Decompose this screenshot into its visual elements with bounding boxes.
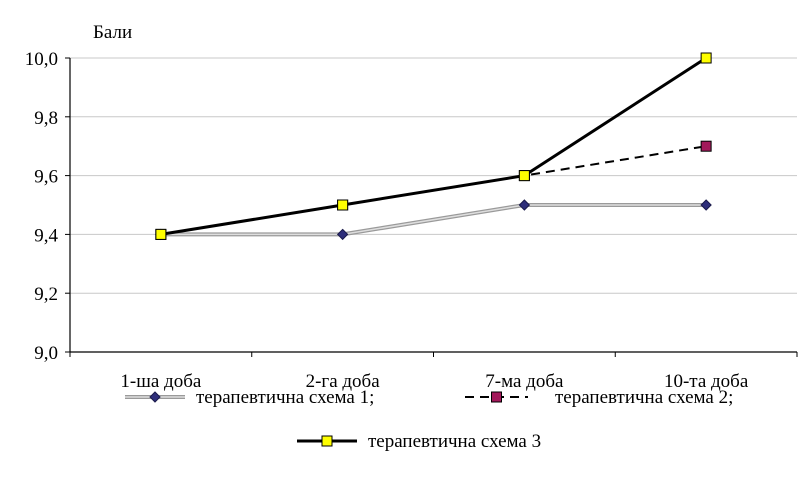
series-line [160,204,707,236]
data-point [700,140,712,152]
legend-marker [149,391,161,403]
x-tick-label: 7-ма доба [485,371,564,392]
y-tick-labels: 9,0 9,2 9,4 9,6 9,8 10,0 [25,49,59,364]
series-line [160,56,707,236]
data-point [700,199,712,211]
legend-label: терапевтична схема 3 [368,431,541,452]
series-3 [155,52,712,240]
legend: терапевтична схема 1; терапевтична схема … [125,387,733,452]
y-tick-label: 9,0 [34,343,58,364]
y-tick-label: 9,2 [34,284,58,305]
x-tick-labels: 1-ша доба 2-га доба 7-ма доба 10-та доба [120,371,748,392]
legend-marker [491,391,502,403]
y-tick-label: 9,6 [34,167,58,188]
y-tick-label: 9,4 [34,225,58,246]
x-tick-label: 1-ша доба [120,371,201,392]
y-tick-label: 10,0 [25,49,58,70]
x-tick-label: 2-га доба [306,371,381,392]
data-point [336,228,349,241]
data-point [337,199,349,211]
data-point [518,199,531,211]
legend-label: терапевтична схема 2; [555,387,733,408]
legend-marker [321,435,333,447]
x-tick-label: 10-та доба [664,371,749,392]
legend-label: терапевтична схема 1; [196,387,374,408]
data-point [155,228,167,240]
series-1 [155,199,712,241]
y-axis-label: Бали [93,22,132,43]
axes [65,57,798,357]
gridlines [70,57,797,294]
data-point [700,52,712,64]
legend-entry: терапевтична схема 2; [465,387,733,408]
legend-entry: терапевтична схема 3 [297,431,541,452]
legend-entry: терапевтична схема 1; [125,387,374,408]
y-tick-label: 9,8 [34,108,58,129]
data-point [518,170,530,182]
series-lines [155,52,712,241]
